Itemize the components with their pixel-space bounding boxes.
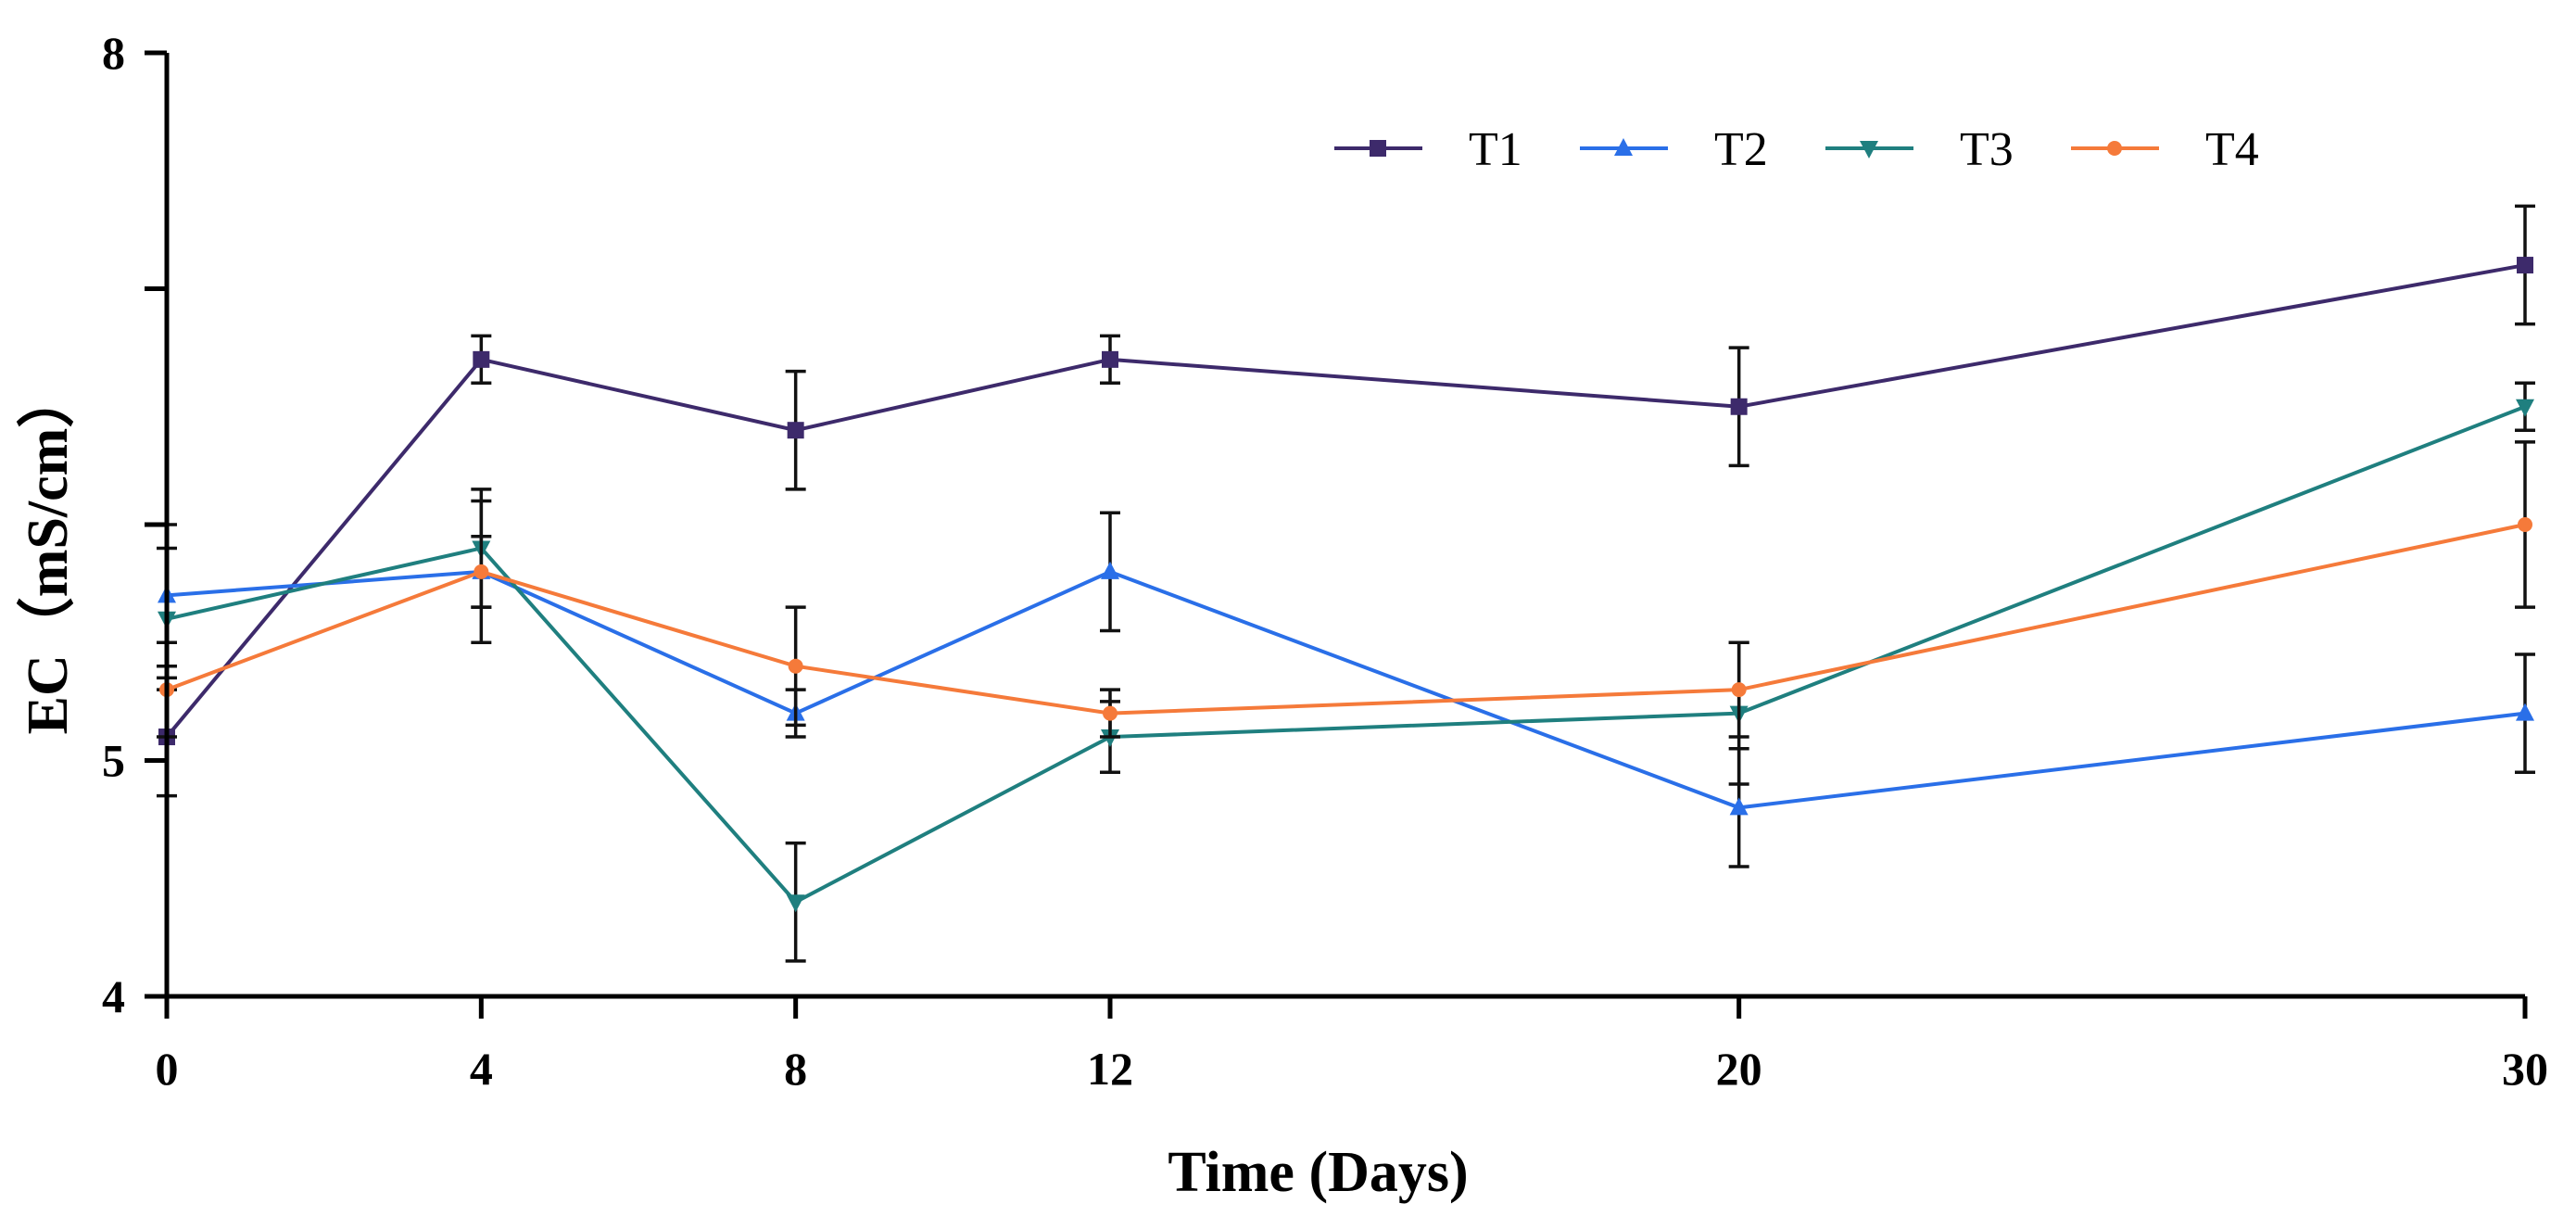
series-line <box>166 523 2526 716</box>
data-point <box>1730 398 1748 415</box>
legend: T1 T2 T3 T4 <box>1334 123 2259 176</box>
plot-area <box>157 204 2535 963</box>
data-point <box>1101 561 1119 579</box>
y-tick-label: 5 <box>102 735 125 787</box>
legend-marker <box>1860 141 1878 158</box>
x-tick-label: 20 <box>1716 1043 1762 1095</box>
x-tick-label: 30 <box>2502 1043 2548 1095</box>
axes: 458 0 4 8 12 20 30 <box>102 27 2548 1095</box>
data-point <box>788 658 803 674</box>
legend-item-t1: T1 <box>1334 123 1522 176</box>
data-point <box>1731 682 1747 698</box>
x-ticks: 0 4 8 12 20 30 <box>156 996 2548 1095</box>
legend-item-t3: T3 <box>1825 123 2014 176</box>
legend-label: T4 <box>2205 123 2259 176</box>
data-point <box>2516 399 2534 417</box>
x-tick-label: 12 <box>1087 1043 1133 1095</box>
legend-item-t4: T4 <box>2071 123 2259 176</box>
data-point <box>1103 705 1118 721</box>
data-point <box>473 350 490 368</box>
legend-item-t2: T2 <box>1580 123 1768 176</box>
legend-marker <box>1614 138 1633 156</box>
x-tick-label: 8 <box>784 1043 807 1095</box>
series-t2 <box>157 499 2535 868</box>
series-t3 <box>157 381 2535 963</box>
x-tick-label: 0 <box>156 1043 179 1095</box>
legend-marker <box>2107 141 2122 156</box>
data-point <box>786 894 805 913</box>
series-t4 <box>157 440 2535 739</box>
x-axis-title: Time (Days) <box>1168 1141 1468 1204</box>
series-line <box>166 404 2526 905</box>
series-line <box>166 569 2526 810</box>
legend-marker <box>1370 140 1386 157</box>
y-tick-label: 8 <box>102 27 125 79</box>
x-tick-label: 4 <box>470 1043 493 1095</box>
data-point <box>787 422 804 439</box>
data-point <box>474 564 489 579</box>
legend-label: T2 <box>1714 123 1768 176</box>
data-point <box>2518 517 2532 532</box>
data-point <box>1729 797 1749 816</box>
data-point <box>2517 257 2533 274</box>
legend-label: T3 <box>1960 123 2014 176</box>
data-point <box>1102 350 1118 368</box>
y-tick-label: 4 <box>102 970 125 1022</box>
y-ticks: 4 5 8 <box>102 27 167 1022</box>
y-axis-title: EC（mS/cm） <box>15 371 80 735</box>
legend-label: T1 <box>1469 123 1522 176</box>
data-point <box>2516 703 2534 721</box>
series-line <box>165 263 2526 739</box>
series-t1 <box>157 204 2535 798</box>
